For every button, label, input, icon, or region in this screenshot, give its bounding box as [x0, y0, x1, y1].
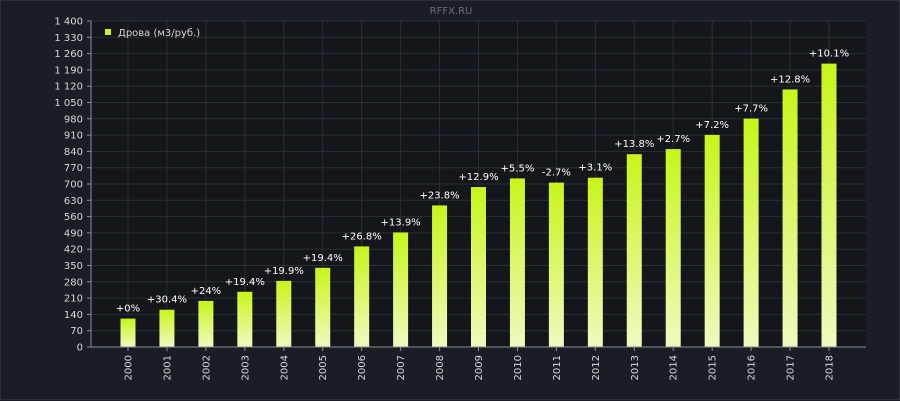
- bar: [665, 149, 681, 347]
- x-tick-label: 2012: [591, 355, 602, 380]
- watermark: RFFX.RU: [430, 6, 473, 17]
- y-tick-label: 490: [64, 228, 83, 239]
- x-tick-label: 2003: [240, 355, 251, 380]
- x-tick-label: 2004: [279, 355, 290, 380]
- bar-data-label: +19.9%: [264, 266, 304, 277]
- bar-data-label: +12.9%: [458, 172, 498, 183]
- x-tick-label: 2006: [357, 355, 368, 380]
- y-tick-label: 770: [64, 163, 83, 174]
- bar: [821, 63, 837, 348]
- bar-data-label: +2.7%: [656, 134, 690, 145]
- y-tick-label: 1 400: [54, 17, 83, 28]
- bar: [159, 309, 175, 347]
- bar-data-label: +12.8%: [770, 74, 810, 85]
- x-tick-label: 2005: [318, 355, 329, 380]
- y-tick-label: 1 050: [54, 98, 83, 109]
- x-tick-label: 2008: [435, 355, 446, 380]
- bar: [509, 178, 525, 347]
- x-tick-label: 2015: [708, 355, 719, 380]
- bar-data-label: +19.4%: [225, 277, 265, 288]
- x-tick-label: 2016: [747, 355, 758, 380]
- y-tick-label: 630: [64, 196, 83, 207]
- bar-data-label: +7.2%: [695, 120, 729, 131]
- y-tick-label: 1 330: [54, 33, 83, 44]
- bar: [120, 318, 136, 347]
- bar-data-label: +23.8%: [419, 190, 459, 201]
- y-tick-label: 840: [64, 147, 83, 158]
- y-axis-ticks: 0 70 140 210 280 350 420 490 560 630 700 770 840 910 9…: [54, 17, 91, 354]
- y-tick-label: 210: [64, 294, 83, 305]
- data-labels: +0%+30.4%+24%+19.4%+19.9%+19.4%+26.8%+13…: [116, 49, 849, 315]
- y-tick-label: 1 260: [54, 49, 83, 60]
- bar-data-label: +5.5%: [501, 163, 535, 174]
- legend-label: Дрова (м3/руб.): [118, 28, 200, 39]
- bar: [393, 232, 409, 347]
- y-tick-label: 70: [70, 326, 83, 337]
- bars: [120, 63, 837, 348]
- x-tick-label: 2018: [825, 355, 836, 380]
- bar-data-label: +13.8%: [614, 139, 654, 150]
- x-tick-label: 2014: [669, 355, 680, 380]
- y-tick-label: 910: [64, 131, 83, 142]
- bar-data-label: +7.7%: [734, 104, 768, 115]
- y-tick-label: 350: [64, 261, 83, 272]
- bar: [782, 89, 798, 348]
- bar: [198, 300, 214, 347]
- bar: [704, 134, 720, 347]
- bar-data-label: +30.4%: [147, 295, 187, 306]
- x-tick-label: 2002: [201, 355, 212, 380]
- y-tick-label: 420: [64, 245, 83, 256]
- x-tick-label: 2013: [630, 355, 641, 380]
- bar-data-label: +0%: [116, 304, 140, 315]
- x-tick-label: 2007: [396, 355, 407, 380]
- x-tick-label: 2010: [513, 355, 524, 380]
- y-tick-label: 280: [64, 277, 83, 288]
- x-tick-label: 2000: [123, 355, 134, 380]
- bar: [471, 187, 486, 347]
- bar-data-label: +10.1%: [809, 49, 849, 60]
- legend-swatch: [105, 29, 111, 35]
- bar-data-label: +24%: [191, 286, 222, 297]
- x-tick-label: 2001: [162, 355, 173, 380]
- x-tick-label: 2011: [552, 355, 563, 380]
- x-axis-ticks: 2000 2001 2002 2003 2004 2005 2006 2007 2008 2009…: [90, 21, 866, 380]
- bar-data-label: -2.7%: [542, 168, 571, 179]
- y-tick-label: 700: [64, 180, 83, 191]
- bar: [276, 280, 292, 347]
- y-tick-label: 980: [64, 114, 83, 125]
- legend: Дрова (м3/руб.): [105, 28, 200, 39]
- y-tick-label: 0: [77, 343, 83, 354]
- bar: [626, 154, 642, 347]
- y-tick-label: 1 190: [54, 65, 83, 76]
- y-tick-label: 1 120: [54, 82, 83, 93]
- bar-data-label: +13.9%: [381, 217, 421, 228]
- bar-data-label: +26.8%: [342, 231, 382, 242]
- bar: [315, 267, 331, 347]
- bar: [237, 291, 253, 347]
- y-tick-label: 140: [64, 310, 83, 321]
- bar-data-label: +3.1%: [578, 163, 612, 174]
- y-tick-label: 560: [64, 212, 83, 223]
- bar-data-label: +19.4%: [303, 253, 343, 264]
- bar: [743, 118, 759, 348]
- x-tick-label: 2017: [786, 355, 797, 380]
- bar: [354, 246, 370, 347]
- bar: [548, 182, 564, 347]
- bar: [432, 205, 448, 347]
- bar: [587, 177, 603, 347]
- x-tick-label: 2009: [474, 355, 485, 380]
